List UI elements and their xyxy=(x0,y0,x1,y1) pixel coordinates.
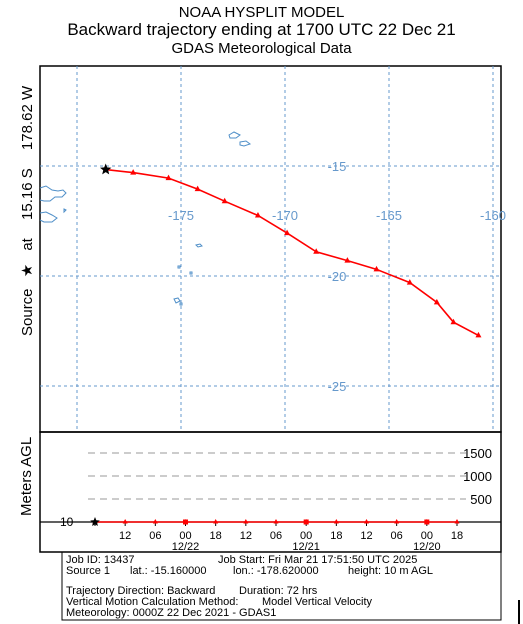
info-vertical-value: Model Vertical Velocity xyxy=(262,596,373,608)
star-icon xyxy=(100,163,112,175)
trajectory-point xyxy=(194,185,201,192)
at-word: at xyxy=(19,238,36,251)
height-level-label: 1000 xyxy=(463,469,492,484)
time-tick-label: 12 xyxy=(240,530,252,542)
time-tick-label: 06 xyxy=(391,530,403,542)
midnight-marker xyxy=(303,519,309,525)
longitude-label: -165 xyxy=(376,208,402,223)
trajectory-point xyxy=(450,318,457,325)
info-duration: Duration: 72 hrs xyxy=(239,585,318,597)
time-tick-label: 12 xyxy=(360,530,372,542)
source-word: Source xyxy=(19,288,36,336)
longitude-label: -160 xyxy=(480,208,506,223)
latitude-label: -15 xyxy=(328,159,347,174)
latitude-label: -25 xyxy=(328,379,347,394)
height-axis-label: Meters AGL xyxy=(18,436,35,516)
corner-divider xyxy=(518,600,520,624)
trajectory-point xyxy=(221,197,228,204)
star-icon: ★ xyxy=(19,263,36,278)
date-label: 12/21 xyxy=(292,541,320,553)
info-meteorology: Meteorology: 0000Z 22 Dec 2021 - GDAS1 xyxy=(66,607,277,619)
time-tick-label: 00 xyxy=(179,530,191,542)
trajectory-point xyxy=(433,298,440,305)
height-level-label: 1500 xyxy=(463,446,492,461)
star-icon xyxy=(90,517,100,526)
lau-island-2 xyxy=(177,265,181,269)
info-vertical-method: Vertical Motion Calculation Method: xyxy=(66,596,239,608)
time-tick-label: 18 xyxy=(451,530,463,542)
map-frame xyxy=(39,65,502,433)
info-job-id: Job ID: 13437 xyxy=(66,554,135,566)
title-met-data: GDAS Meteorological Data xyxy=(171,40,352,57)
time-tick-label: 00 xyxy=(421,530,433,542)
info-height: height: 10 m AGL xyxy=(348,565,433,577)
time-tick-label: 18 xyxy=(330,530,342,542)
info-lat: lat.: -15.160000 xyxy=(130,565,207,577)
time-tick-label: 12 xyxy=(119,530,131,542)
source-lon: 178.62 W xyxy=(19,85,36,151)
trajectory-path xyxy=(105,168,482,338)
trajectory-point xyxy=(373,265,380,272)
time-tick-label: 06 xyxy=(270,530,282,542)
title-trajectory: Backward trajectory ending at 1700 UTC 2… xyxy=(67,20,456,39)
midnight-marker xyxy=(424,519,430,525)
info-direction: Trajectory Direction: Backward xyxy=(66,585,216,597)
longitude-label: -170 xyxy=(272,208,298,223)
trajectory-point xyxy=(313,248,320,254)
trajectory-point xyxy=(475,331,482,338)
wallis-island-1 xyxy=(228,131,241,139)
trajectory-point xyxy=(406,279,413,285)
fiji-island-main xyxy=(39,211,58,223)
fiji-island-north xyxy=(39,185,67,202)
source-marker xyxy=(100,163,112,175)
coastline-group xyxy=(39,131,252,306)
latitude-label: -20 xyxy=(328,269,347,284)
lau-island-3 xyxy=(189,271,193,275)
height-level-label: 500 xyxy=(470,492,492,507)
trajectory-point xyxy=(130,169,137,175)
trajectory-line xyxy=(105,168,479,337)
date-label: 12/22 xyxy=(172,541,200,553)
lau-island-5 xyxy=(179,302,183,306)
longitude-label: -175 xyxy=(168,208,194,223)
source-location-label: Source ★ at 15.16 S 178.62 W xyxy=(18,86,36,336)
map-grid: -175 -170 -165 -160 -15 -20 -25 xyxy=(40,66,506,432)
time-tick-label: 06 xyxy=(149,530,161,542)
time-tick-label: 18 xyxy=(210,530,222,542)
trajectory-point xyxy=(284,229,291,236)
date-label: 12/20 xyxy=(413,541,441,553)
info-lon: lon.: -178.620000 xyxy=(233,565,319,577)
midnight-marker xyxy=(183,519,188,525)
info-job-start: Job Start: Fri Mar 21 17:51:50 UTC 2025 xyxy=(218,554,418,566)
trajectory-point xyxy=(344,257,351,263)
lau-island-4 xyxy=(173,297,181,304)
trajectory-point xyxy=(165,174,172,181)
trajectory-point xyxy=(254,212,261,218)
info-source: Source 1 xyxy=(66,565,111,577)
title-model: NOAA HYSPLIT MODEL xyxy=(178,4,345,21)
time-tick-label: 00 xyxy=(300,530,312,542)
lau-island-1 xyxy=(195,243,203,248)
wallis-island-2 xyxy=(239,140,252,147)
source-lat: 15.16 S xyxy=(19,168,36,220)
info-box xyxy=(61,551,502,621)
fiji-island-small xyxy=(63,208,67,214)
